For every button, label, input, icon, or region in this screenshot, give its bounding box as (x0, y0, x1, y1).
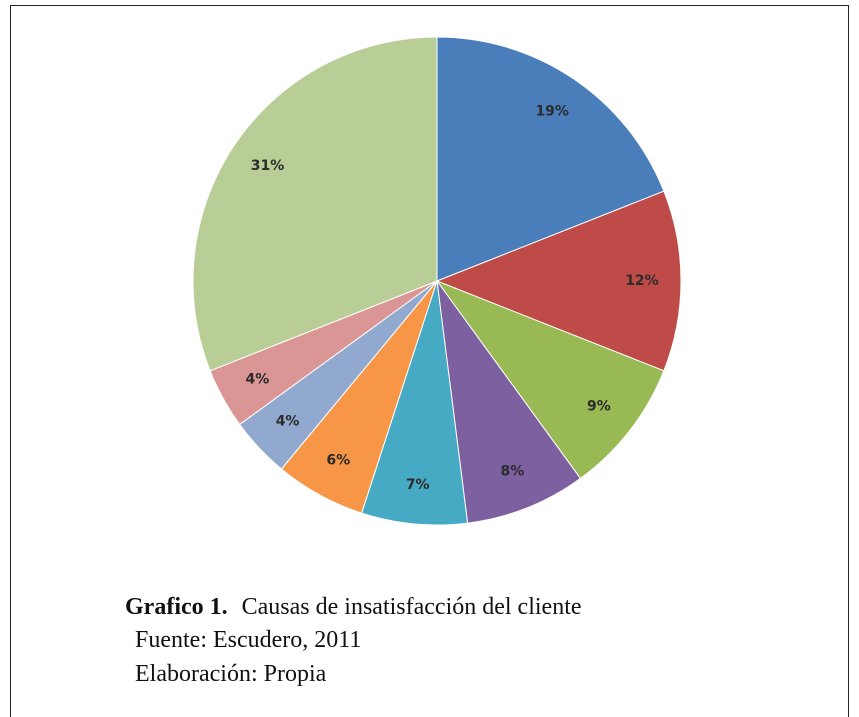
data-label: 4% (246, 372, 270, 388)
data-label: 9% (587, 399, 611, 415)
data-label: 6% (326, 453, 350, 469)
pie-slice (435, 190, 682, 372)
data-label: 8% (501, 464, 525, 480)
pie-slice (436, 36, 665, 282)
pie-slice (360, 280, 469, 526)
pie-slice (436, 280, 582, 524)
data-label: 12% (625, 273, 659, 289)
source: Fuente: Escudero, 2011 (135, 627, 361, 653)
pie-slice (435, 279, 665, 480)
data-label: 31% (251, 158, 285, 174)
caption: Grafico 1. Causas de insatisfacción del c… (125, 594, 582, 620)
credit: Elaboración: Propia (135, 661, 327, 687)
chart-title: Causas de insatisfacción del cliente (242, 594, 582, 620)
data-label: 7% (406, 477, 430, 493)
frame (10, 5, 849, 717)
data-label: 19% (535, 103, 569, 119)
pie-slice (192, 36, 438, 372)
data-label: 4% (276, 413, 300, 429)
pie: 19% 12% 9% 8% 7% 6% 4% 4% 31% (192, 36, 682, 526)
figure-label: Grafico 1. (125, 594, 228, 620)
